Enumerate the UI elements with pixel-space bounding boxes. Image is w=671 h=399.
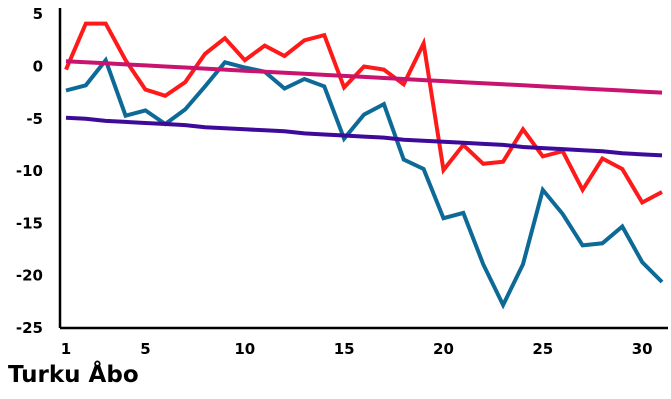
series-line-2 [65,56,664,310]
chart-caption: Turku Åbo [8,362,139,388]
series-line-4 [65,115,663,158]
tick-labels: 50-5-10-15-20-251 5 10 15 20 25 30 [16,5,653,358]
y-tick-label: 5 [33,5,43,23]
y-tick-label: -5 [26,110,43,128]
x-tick-label: 20 [433,340,454,358]
x-tick-label: 25 [532,340,553,358]
y-tick-label: -25 [16,319,43,337]
y-tick-label: -15 [16,214,43,232]
x-tick-label: 15 [334,340,355,358]
axis-layer [58,8,668,330]
series-line-1 [64,21,663,206]
x-tick-label: 5 [140,340,150,358]
y-tick-label: -10 [16,162,43,180]
series-layer [64,21,664,310]
x-tick-label: 10 [234,340,255,358]
y-tick-label: 0 [33,57,43,75]
x-tick-label: 1 [61,340,71,358]
series-line-3 [65,59,663,95]
y-tick-label: -20 [16,267,43,285]
x-tick-label: 30 [632,340,653,358]
